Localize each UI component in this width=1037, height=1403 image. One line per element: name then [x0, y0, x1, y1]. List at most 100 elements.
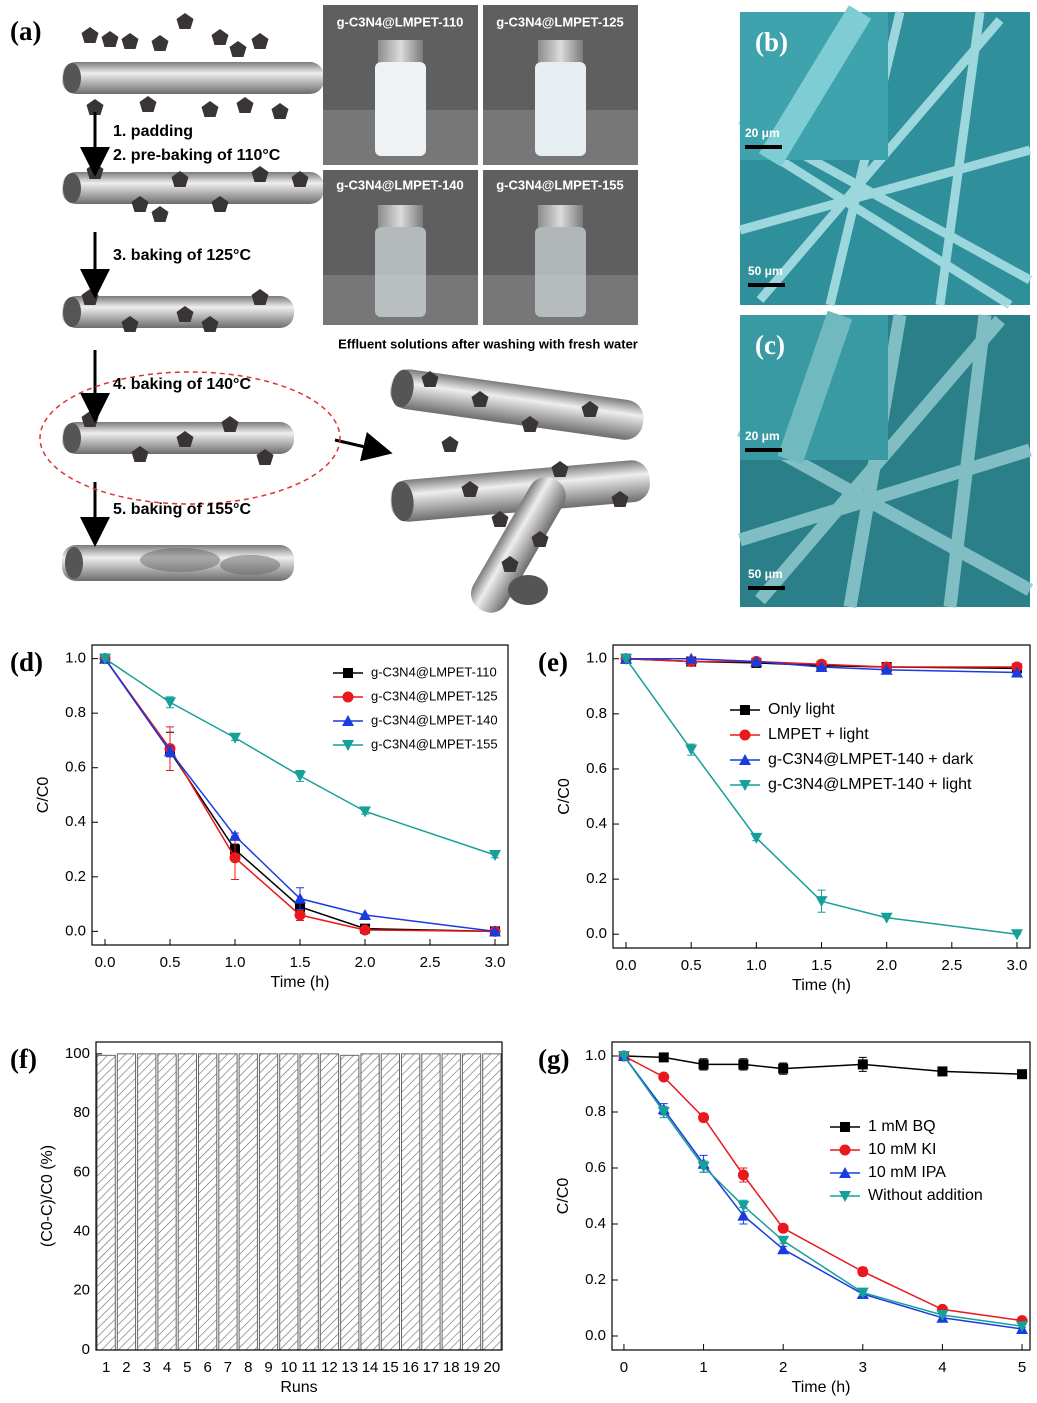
- y-tick-label: 0.0: [586, 925, 607, 942]
- panel-label: (e): [538, 647, 568, 677]
- y-tick-label: 1.0: [586, 650, 607, 667]
- bar: [158, 1054, 176, 1350]
- legend-label: Without addition: [868, 1187, 983, 1204]
- panel-label: (g): [538, 1044, 569, 1074]
- x-tick-label: 17: [423, 1359, 440, 1376]
- data-point: [738, 1059, 748, 1069]
- x-tick-label: 1.5: [811, 957, 832, 974]
- y-tick-label: 0.8: [585, 1103, 606, 1120]
- y-tick-label: 0.6: [65, 759, 86, 776]
- x-tick-label: 3.0: [485, 954, 506, 971]
- data-point: [359, 806, 371, 817]
- legend-label: Only light: [768, 701, 835, 718]
- bar: [483, 1054, 501, 1350]
- data-point: [164, 697, 176, 708]
- bar: [280, 1054, 298, 1350]
- x-tick-label: 15: [382, 1359, 399, 1376]
- data-point: [1011, 929, 1023, 940]
- photos: g-C3N4@LMPET-110 g-C3N4@LMPET-125 g-C3N4…: [323, 5, 638, 351]
- y-tick-label: 0: [82, 1341, 90, 1358]
- bar: [402, 1054, 420, 1350]
- legend-label: g-C3N4@LMPET-140: [371, 712, 498, 727]
- data-point: [658, 1072, 669, 1083]
- bar: [117, 1054, 135, 1350]
- x-tick-label: 0.0: [95, 954, 116, 971]
- x-tick-label: 19: [463, 1359, 480, 1376]
- y-tick-label: 0.4: [586, 815, 607, 832]
- x-tick-label: 10: [281, 1359, 298, 1376]
- bar: [239, 1054, 257, 1350]
- x-axis-title: Time (h): [271, 974, 330, 991]
- legend-marker: [840, 1122, 850, 1132]
- data-point: [360, 925, 371, 936]
- legend-label: g-C3N4@LMPET-125: [371, 688, 498, 703]
- x-tick-label: 4: [163, 1359, 171, 1376]
- legend-label: g-C3N4@LMPET-155: [371, 736, 498, 751]
- data-point: [489, 850, 501, 861]
- sem-c: (c) 20 μm 50 μm: [740, 315, 1030, 607]
- x-tick-label: 3: [859, 1359, 867, 1376]
- data-point: [685, 745, 697, 756]
- x-tick-label: 2: [122, 1359, 130, 1376]
- series-line: [624, 1056, 1022, 1074]
- data-point: [230, 852, 241, 863]
- x-tick-label: 7: [224, 1359, 232, 1376]
- x-tick-label: 1.0: [746, 957, 767, 974]
- y-tick-label: 100: [65, 1045, 90, 1062]
- bar: [341, 1055, 359, 1350]
- bar: [320, 1054, 338, 1350]
- x-axis-title: Time (h): [792, 977, 851, 994]
- y-tick-label: 0.4: [585, 1215, 606, 1232]
- x-tick-label: 2.0: [355, 954, 376, 971]
- y-tick-label: 0.6: [586, 760, 607, 777]
- scale-bar-label: 20 μm: [745, 429, 780, 443]
- x-tick-label: 12: [321, 1359, 338, 1376]
- step-text: 5. baking of 155°C: [113, 501, 251, 518]
- legend-label: LMPET + light: [768, 726, 869, 743]
- x-tick-label: 11: [301, 1359, 317, 1376]
- x-tick-label: 0.5: [681, 957, 702, 974]
- legend-label: 10 mM KI: [868, 1141, 936, 1158]
- sem-b: (b) 20 μm 50 μm: [740, 12, 1030, 305]
- step-text: 3. baking of 125°C: [113, 247, 251, 264]
- x-tick-label: 0.5: [160, 954, 181, 971]
- y-tick-label: 0.0: [585, 1327, 606, 1344]
- step-text: 4. baking of 140°C: [113, 376, 251, 393]
- data-point: [659, 1052, 669, 1062]
- x-tick-label: 9: [264, 1359, 272, 1376]
- x-tick-label: 0.0: [616, 957, 637, 974]
- fiber-network: [388, 367, 652, 619]
- panel-label: (d): [10, 647, 43, 677]
- scale-bar-label: 50 μm: [748, 264, 783, 278]
- data-point: [699, 1059, 709, 1069]
- bar: [178, 1054, 196, 1350]
- x-tick-label: 20: [484, 1359, 501, 1376]
- x-tick-label: 0: [620, 1359, 628, 1376]
- y-tick-label: 80: [73, 1104, 90, 1121]
- x-tick-label: 8: [244, 1359, 252, 1376]
- y-tick-label: 20: [73, 1282, 90, 1299]
- legend-marker: [840, 1145, 851, 1156]
- data-point: [295, 910, 306, 921]
- x-tick-label: 14: [362, 1359, 379, 1376]
- x-axis-title: Runs: [280, 1379, 317, 1396]
- x-tick-label: 2: [779, 1359, 787, 1376]
- x-tick-label: 1.0: [225, 954, 246, 971]
- legend-label: g-C3N4@LMPET-110: [371, 664, 497, 679]
- x-tick-label: 6: [203, 1359, 211, 1376]
- y-tick-label: 0.8: [586, 705, 607, 722]
- data-point: [778, 1223, 789, 1234]
- bar: [219, 1054, 237, 1350]
- bar: [422, 1054, 440, 1350]
- bar: [138, 1054, 156, 1350]
- x-tick-label: 5: [1018, 1359, 1026, 1376]
- photo-label: g-C3N4@LMPET-155: [496, 177, 624, 192]
- y-tick-label: 0.8: [65, 704, 86, 721]
- bar: [442, 1054, 460, 1350]
- data-point: [738, 1170, 749, 1181]
- y-axis-title: (C0-C)/C0 (%): [39, 1145, 56, 1247]
- data-point: [857, 1266, 868, 1277]
- x-tick-label: 16: [402, 1359, 419, 1376]
- photo-caption: Effluent solutions after washing with fr…: [338, 336, 638, 351]
- scale-bar-label: 20 μm: [745, 126, 780, 140]
